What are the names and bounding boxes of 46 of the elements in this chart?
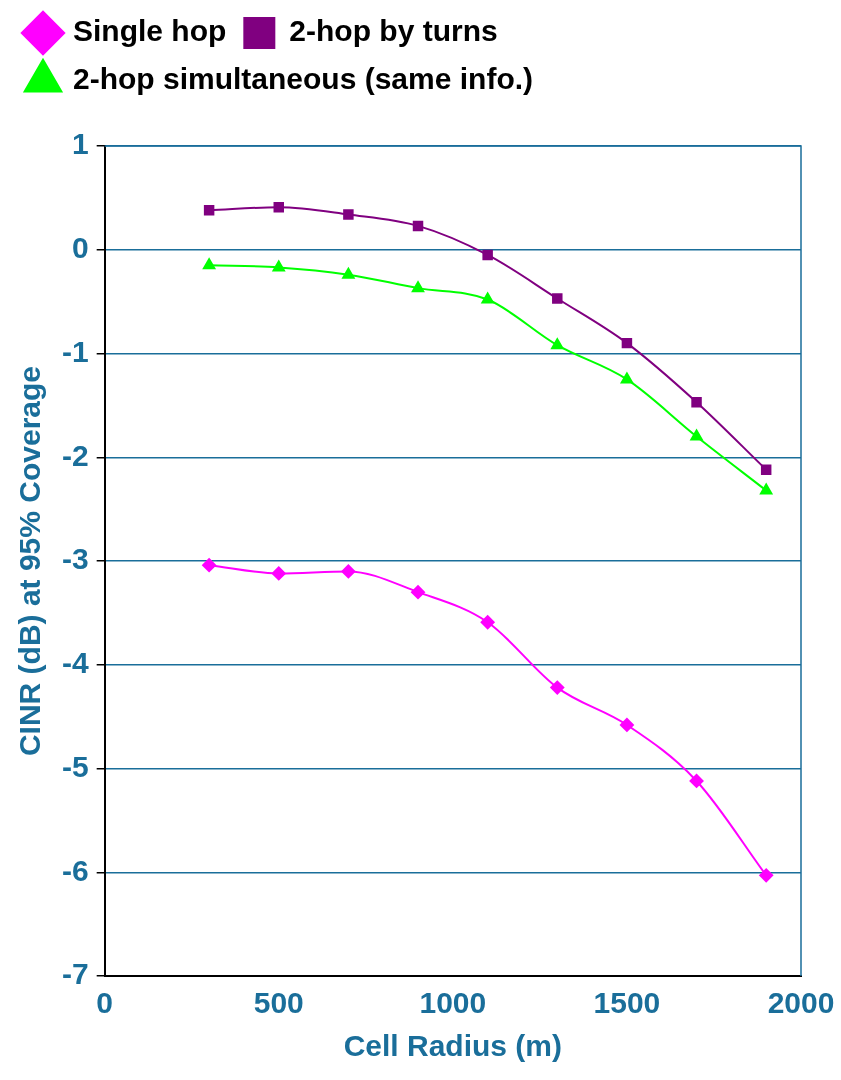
point [411,281,425,293]
point [203,205,215,216]
point [273,201,284,213]
point [620,372,634,384]
x-tick-label: 500 [253,986,304,1020]
point [271,566,286,581]
x-axis-title: Cell Radius (m) [343,1029,563,1063]
x-tick-label: 1500 [593,986,661,1020]
point [202,558,217,573]
y-tick-label: -3 [61,542,89,576]
point [341,564,356,579]
y-tick-label: -4 [61,646,89,680]
point [760,464,772,475]
y-tick-label: -1 [61,334,89,368]
y-axis-title: CINR (dB) at 95% Coverage [13,365,47,757]
y-tick-label: -5 [61,749,89,783]
point [272,260,285,272]
point [342,267,355,279]
point [759,868,774,883]
point [551,338,564,350]
point [343,209,354,220]
y-tick-label: -7 [61,957,89,991]
point [482,249,493,261]
point [550,680,565,695]
x-tick-label: 0 [96,986,114,1020]
y-tick-label: -2 [61,438,89,472]
legend-label: 2-hop by turns [289,14,498,48]
point [689,773,704,788]
legend-label: Single hop [73,14,227,48]
y-tick-label: 0 [71,231,89,265]
point [619,717,634,732]
legend-label: 2-hop simultaneous (same info.) [73,62,534,96]
point [480,615,495,630]
point [690,429,703,441]
point [759,483,773,495]
x-tick-label: 1000 [419,986,487,1020]
point [481,292,494,304]
point [412,220,424,232]
x-tick-label: 2000 [767,986,835,1020]
point [202,258,216,270]
point [411,585,426,600]
point [691,397,702,408]
y-tick-label: 1 [71,127,89,161]
y-tick-label: -6 [61,853,89,887]
point [621,337,633,349]
point [552,293,563,304]
